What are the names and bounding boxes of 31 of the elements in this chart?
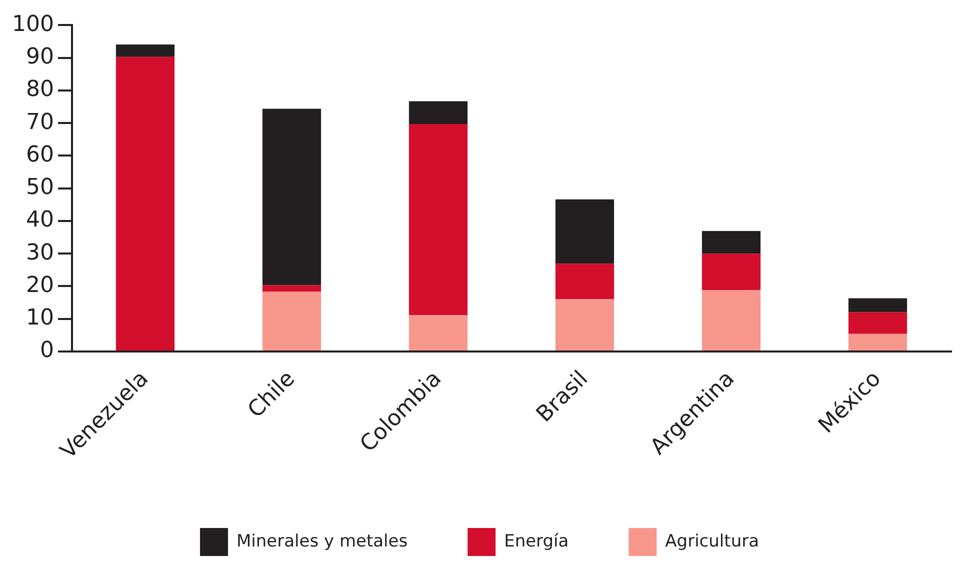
bar (555, 299, 614, 350)
bar (262, 285, 322, 292)
bar (116, 56, 175, 350)
bar (702, 290, 761, 350)
y-tick-label: 20 (26, 272, 54, 298)
y-tick-label: 90 (26, 44, 54, 70)
legend-label: Minerales y metales (236, 531, 408, 552)
bar (702, 231, 761, 254)
y-tick-label: 70 (26, 110, 54, 135)
bar (262, 292, 322, 350)
bar (555, 264, 614, 300)
y-tick-label: 0 (40, 338, 54, 364)
y-tick-label: 40 (26, 208, 54, 233)
y-tick-label: 50 (26, 175, 54, 200)
y-tick-label: 10 (26, 306, 54, 331)
y-tick-label: 30 (26, 240, 54, 266)
bar (555, 199, 614, 264)
bar (408, 101, 468, 124)
legend-label: Energía (504, 531, 569, 552)
y-tick-label: 100 (12, 12, 54, 37)
y-tick-label: 60 (26, 142, 54, 168)
bar (702, 254, 761, 290)
bar (116, 44, 175, 57)
bar (848, 298, 908, 312)
bar (262, 108, 322, 286)
bar (848, 334, 908, 350)
bar (408, 315, 468, 350)
y-tick-label: 80 (26, 77, 54, 102)
bar (408, 124, 468, 316)
legend-label: Agricultura (665, 531, 760, 552)
bar (848, 312, 908, 334)
